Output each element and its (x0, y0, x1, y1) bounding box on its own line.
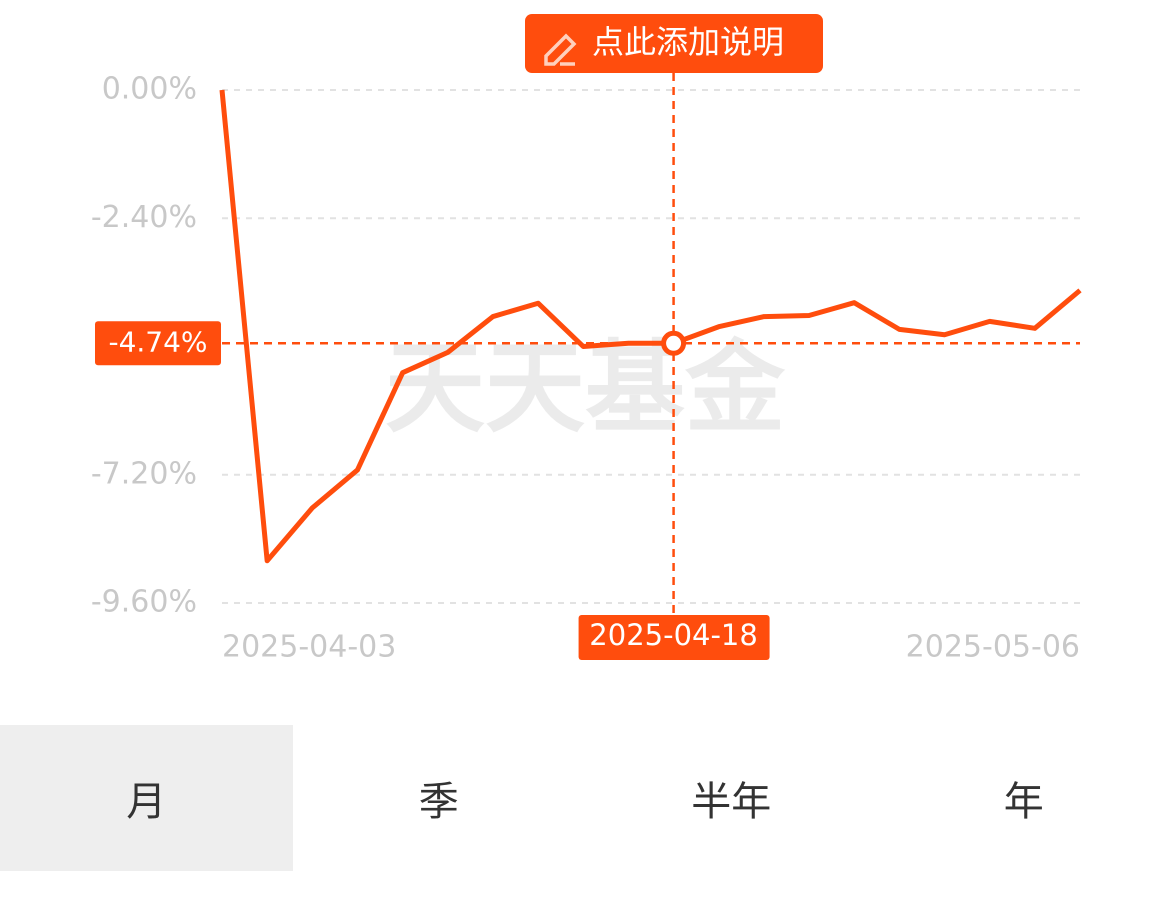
y-tick-label: 0.00% (102, 72, 197, 107)
y-tick-label: -2.40% (91, 200, 197, 235)
pencil-icon (544, 33, 577, 66)
x-tick-label: 2025-05-06 (906, 630, 1080, 665)
y-tick-label: -9.60% (91, 585, 197, 620)
period-tab[interactable]: 半年 (691, 779, 772, 825)
note-button[interactable]: 点此添加说明 (525, 14, 823, 73)
y-tick-label: -7.20% (91, 456, 197, 491)
value-tooltip-bg (95, 321, 221, 366)
note-button-label: 点此添加说明 (592, 23, 784, 61)
note-button-bg (525, 14, 823, 73)
x-tick-label: 2025-04-03 (222, 630, 396, 665)
value-tooltip: -4.74% (108, 325, 207, 358)
date-tooltip-bg (578, 615, 770, 660)
period-tab[interactable]: 季 (418, 779, 459, 825)
date-tooltip: 2025-04-18 (589, 618, 758, 652)
period-tab[interactable]: 年 (1003, 779, 1044, 825)
line (219, 89, 1082, 564)
period-tab[interactable]: 月 (0, 725, 293, 871)
selected-point (661, 330, 687, 356)
period-tabs: 月 季 半年 年 (0, 725, 1170, 871)
chart: 天天基金 0.00%-2.40%-7.20%-9.60%2025-04-03 20… (91, 14, 1082, 665)
